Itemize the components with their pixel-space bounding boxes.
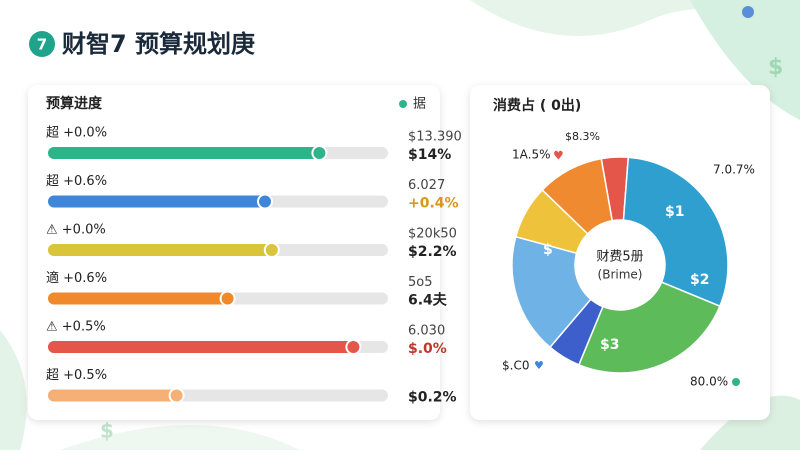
decor <box>700 395 800 450</box>
header-title: 财智7 预算规划庚 <box>62 30 255 58</box>
row-amount: 6.027 <box>408 178 445 193</box>
row-percent: +0.4% <box>408 196 459 212</box>
donut-center-title: 财费5册 <box>596 250 643 265</box>
heart-icon: ♥ <box>553 149 564 163</box>
decor <box>690 0 800 120</box>
progress-fill <box>48 292 232 305</box>
decor <box>470 0 800 40</box>
decor-dot <box>742 6 754 18</box>
progress-knob <box>219 290 236 307</box>
donut-label: $2 <box>690 272 709 288</box>
progress-fill <box>48 195 269 208</box>
donut-label: 7.0.7% <box>713 163 755 177</box>
donut-label: $8.3% <box>565 130 600 143</box>
progress-fill <box>48 147 324 159</box>
decor <box>60 425 300 450</box>
panel-title: 消费占 ( 0出) <box>493 97 581 114</box>
donut-label: $1 <box>665 204 684 220</box>
row-amount: $20k50 <box>408 227 457 242</box>
donut-center-subtitle: (Brime) <box>598 268 643 282</box>
row-amount: 5o5 <box>408 275 433 290</box>
decor-dollar: $ <box>768 55 783 80</box>
row-amount: $13.390 <box>408 130 462 145</box>
status-dot <box>732 378 740 386</box>
header-badge <box>29 31 55 57</box>
progress-fill <box>48 341 358 353</box>
progress-fill <box>48 389 181 402</box>
donut-label: 80.0% <box>690 375 728 389</box>
legend-text: 据 <box>413 97 426 112</box>
progress-knob <box>263 242 280 258</box>
row-percent: 6.4夫 <box>408 292 448 309</box>
progress-knob <box>311 145 328 161</box>
row-amount: 6.030 <box>408 324 445 339</box>
progress-fill <box>48 244 276 256</box>
row-percent: $0.2% <box>408 390 457 406</box>
row-percent: $.0% <box>408 341 447 357</box>
row-percent: $2.2% <box>408 244 457 260</box>
progress-knob <box>345 339 362 355</box>
donut-label: 1A.5% <box>512 148 550 162</box>
progress-knob <box>168 387 185 404</box>
heart-icon: ♥ <box>534 359 544 372</box>
donut-label: $3 <box>600 337 619 353</box>
donut-hole <box>575 220 665 310</box>
row-label: ⚠ +0.0% <box>46 223 106 238</box>
header-badge-text: 7 <box>37 36 47 54</box>
row-label: 適 +0.6% <box>46 270 107 286</box>
progress-knob <box>257 193 273 210</box>
row-label: 超 +0.5% <box>46 368 107 383</box>
donut-label: $.C0 <box>502 359 529 373</box>
row-percent: $14% <box>408 147 451 163</box>
legend-dot <box>399 100 407 108</box>
row-label: 超 +0.6% <box>46 174 107 189</box>
decor-dollar: $ <box>100 419 114 443</box>
panel-title: 预算进度 <box>46 95 103 112</box>
row-label: 超 +0.0% <box>46 126 107 141</box>
decor <box>0 330 27 450</box>
donut-label: $ <box>543 242 553 258</box>
row-label: ⚠ +0.5% <box>46 320 106 335</box>
